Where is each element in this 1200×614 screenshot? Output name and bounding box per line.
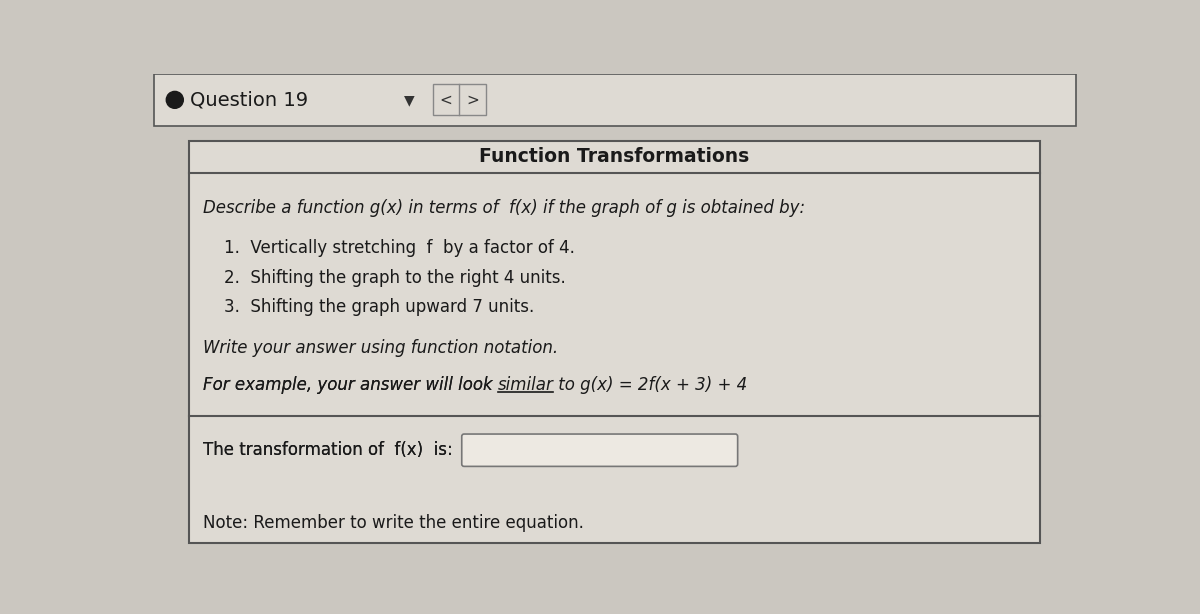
Text: 2.  Shifting the graph to the right 4 units.: 2. Shifting the graph to the right 4 uni… <box>223 269 565 287</box>
Text: >: > <box>466 92 479 107</box>
Text: The transformation of  f(x)  is:: The transformation of f(x) is: <box>203 441 452 459</box>
Text: For example, your answer will look: For example, your answer will look <box>203 376 498 394</box>
Text: Note: Remember to write the entire equation.: Note: Remember to write the entire equat… <box>203 513 583 532</box>
FancyBboxPatch shape <box>154 74 1076 126</box>
FancyBboxPatch shape <box>462 434 738 467</box>
Text: The transformation of  f(x)  is:: The transformation of f(x) is: <box>203 441 452 459</box>
Circle shape <box>167 91 184 108</box>
Text: Write your answer using function notation.: Write your answer using function notatio… <box>203 339 558 357</box>
FancyBboxPatch shape <box>188 141 1039 543</box>
Text: 3.  Shifting the graph upward 7 units.: 3. Shifting the graph upward 7 units. <box>223 298 534 316</box>
Text: <: < <box>439 92 452 107</box>
Text: Describe a function g(x) in terms of  f(x) if the graph of g is obtained by:: Describe a function g(x) in terms of f(x… <box>203 200 805 217</box>
FancyBboxPatch shape <box>433 85 486 115</box>
Text: to g(x) = 2f(x + 3) + 4: to g(x) = 2f(x + 3) + 4 <box>553 376 748 394</box>
Text: Function Transformations: Function Transformations <box>479 147 749 166</box>
Text: similar: similar <box>498 376 553 394</box>
Text: 1.  Vertically stretching  f  by a factor of 4.: 1. Vertically stretching f by a factor o… <box>223 239 575 257</box>
Text: For example, your answer will look: For example, your answer will look <box>203 376 498 394</box>
Text: ▼: ▼ <box>404 93 415 107</box>
Text: Question 19: Question 19 <box>191 90 308 109</box>
